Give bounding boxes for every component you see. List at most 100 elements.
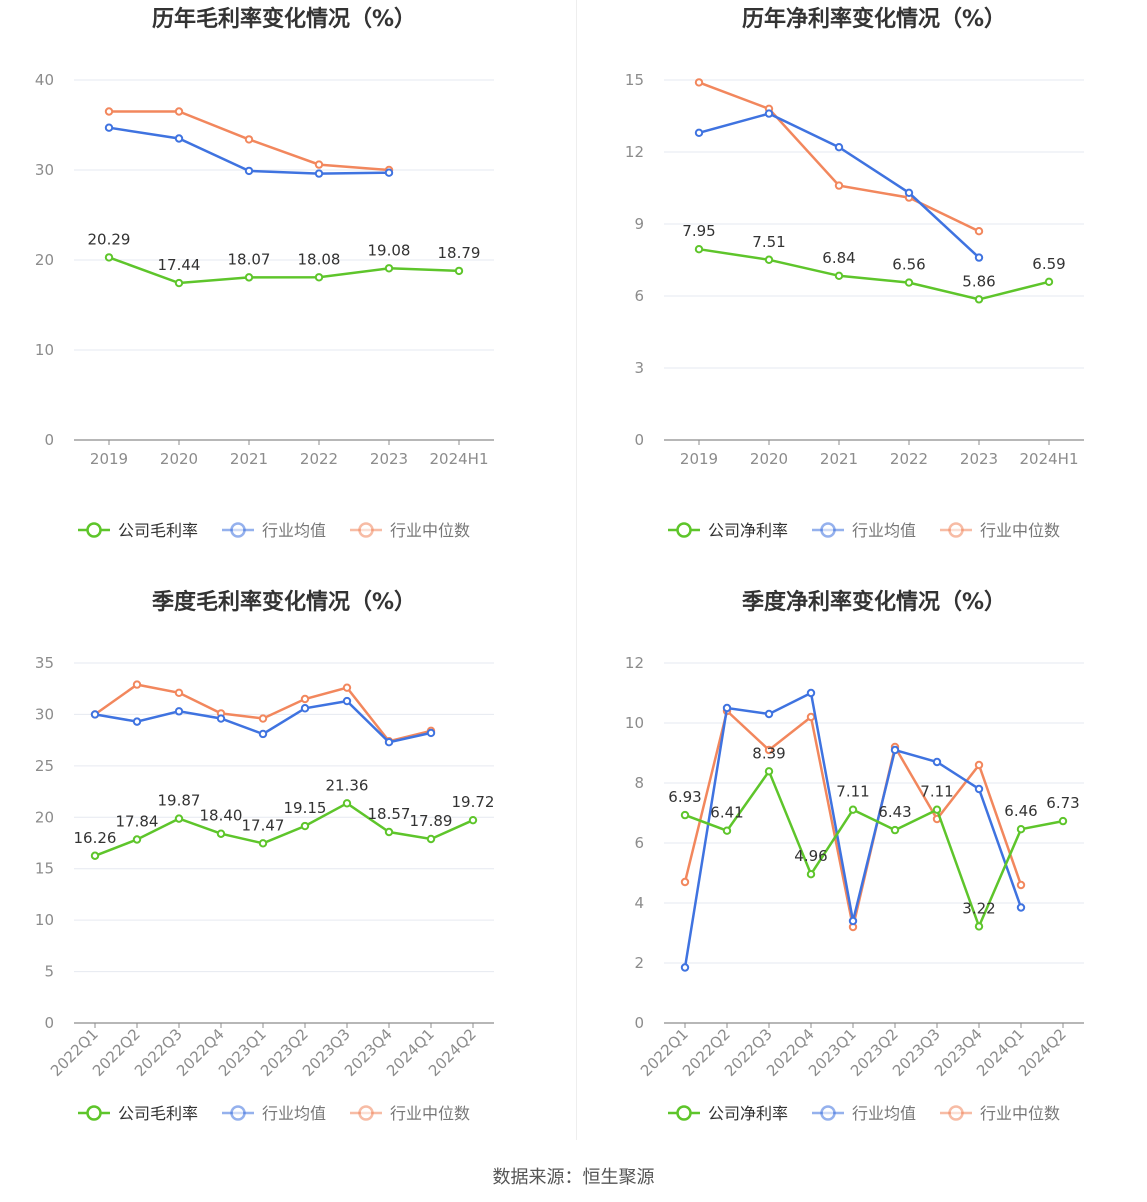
data-point[interactable] [1016,903,1026,912]
data-point[interactable] [722,703,732,713]
legend-item[interactable]: 公司净利率 [668,521,788,540]
data-point[interactable] [806,712,816,722]
data-point[interactable] [680,963,690,972]
data-point[interactable] [104,123,114,132]
data-point[interactable] [314,160,324,169]
data-point[interactable] [244,135,254,144]
y-tick-label: 6 [634,287,644,305]
data-point[interactable] [426,728,436,738]
legend-swatch-marker [820,522,836,538]
data-point[interactable] [680,877,690,887]
data-point[interactable] [1016,880,1026,890]
data-point[interactable] [300,694,310,704]
data-point[interactable] [216,829,226,838]
series-line [698,81,980,233]
legend-item[interactable]: 行业均值 [812,521,916,540]
series-2 [694,78,984,236]
y-tick-label: 5 [44,963,54,981]
data-point[interactable] [384,264,394,273]
data-point[interactable] [1044,277,1054,287]
data-point[interactable] [694,128,704,138]
series-2 [104,107,394,175]
data-point[interactable] [680,810,690,820]
data-point[interactable] [694,245,704,254]
data-point[interactable] [1058,816,1068,826]
data-point[interactable] [174,278,184,288]
data-point[interactable] [342,683,352,692]
data-point[interactable] [904,278,914,287]
data-point[interactable] [314,169,324,178]
data-point[interactable] [848,805,858,814]
data-point[interactable] [468,815,478,825]
data-point[interactable] [974,784,984,794]
series-0: 6.93 6.41 8.39 4.96 7.11 6.43 7.11 3.22 6.46 6.73 [668,744,1080,931]
data-point[interactable] [764,745,774,755]
data-point[interactable] [174,688,184,698]
data-point[interactable] [174,814,184,823]
legend-item[interactable]: 行业中位数 [940,521,1060,540]
data-point[interactable] [890,825,900,835]
data-point[interactable] [132,717,142,726]
legend-item[interactable]: 行业中位数 [350,1104,470,1123]
data-point[interactable] [426,834,436,844]
data-point[interactable] [174,707,184,716]
data-point[interactable] [722,826,732,835]
data-point[interactable] [104,107,114,116]
data-point[interactable] [890,745,900,755]
data-point[interactable] [300,821,310,831]
data-point[interactable] [904,188,914,198]
data-point[interactable] [848,916,858,926]
data-point[interactable] [342,799,352,808]
data-point[interactable] [384,827,394,837]
data-point[interactable] [258,839,268,848]
data-point[interactable] [300,704,310,713]
data-point[interactable] [764,767,774,776]
data-point[interactable] [694,78,704,87]
data-point[interactable] [244,166,254,176]
legend-item[interactable]: 行业中位数 [350,521,470,540]
data-point[interactable] [384,738,394,747]
data-point[interactable] [104,253,114,262]
data-point[interactable] [1016,825,1026,834]
data-point[interactable] [974,227,984,236]
data-point[interactable] [974,760,984,770]
data-point[interactable] [834,143,844,152]
data-point[interactable] [384,168,394,177]
data-point[interactable] [258,714,268,723]
data-point[interactable] [258,729,268,739]
legend-item[interactable]: 公司净利率 [668,1104,788,1123]
legend-item[interactable]: 公司毛利率 [78,1104,198,1123]
data-point[interactable] [216,714,226,723]
data-point[interactable] [764,255,774,264]
data-point[interactable] [764,109,774,118]
legend-item[interactable]: 行业中位数 [940,1104,1060,1123]
data-point[interactable] [974,253,984,262]
legend-item[interactable]: 行业均值 [222,1104,326,1123]
data-point[interactable] [132,680,142,689]
data-point[interactable] [834,271,844,281]
data-point[interactable] [806,870,816,879]
data-point[interactable] [174,107,184,116]
data-point[interactable] [932,757,942,767]
data-point[interactable] [834,181,844,190]
y-tick-label: 3 [634,359,644,377]
data-point[interactable] [806,688,816,698]
data-point[interactable] [932,805,942,814]
legend-item[interactable]: 行业均值 [222,521,326,540]
legend-item[interactable]: 公司毛利率 [78,521,198,540]
data-point[interactable] [90,851,100,860]
data-point[interactable] [974,295,984,304]
data-point[interactable] [342,696,352,706]
data-point[interactable] [764,709,774,719]
legend-label: 公司毛利率 [118,521,198,540]
data-point[interactable] [174,134,184,143]
data-point[interactable] [244,273,254,282]
legend-item[interactable]: 行业均值 [812,1104,916,1123]
chart-title: 历年净利率变化情况（%） [742,6,1006,32]
data-point[interactable] [90,710,100,719]
data-label: 6.84 [822,249,855,267]
data-point[interactable] [454,266,464,276]
data-point[interactable] [314,273,324,282]
data-point[interactable] [132,835,142,844]
data-point[interactable] [974,922,984,931]
